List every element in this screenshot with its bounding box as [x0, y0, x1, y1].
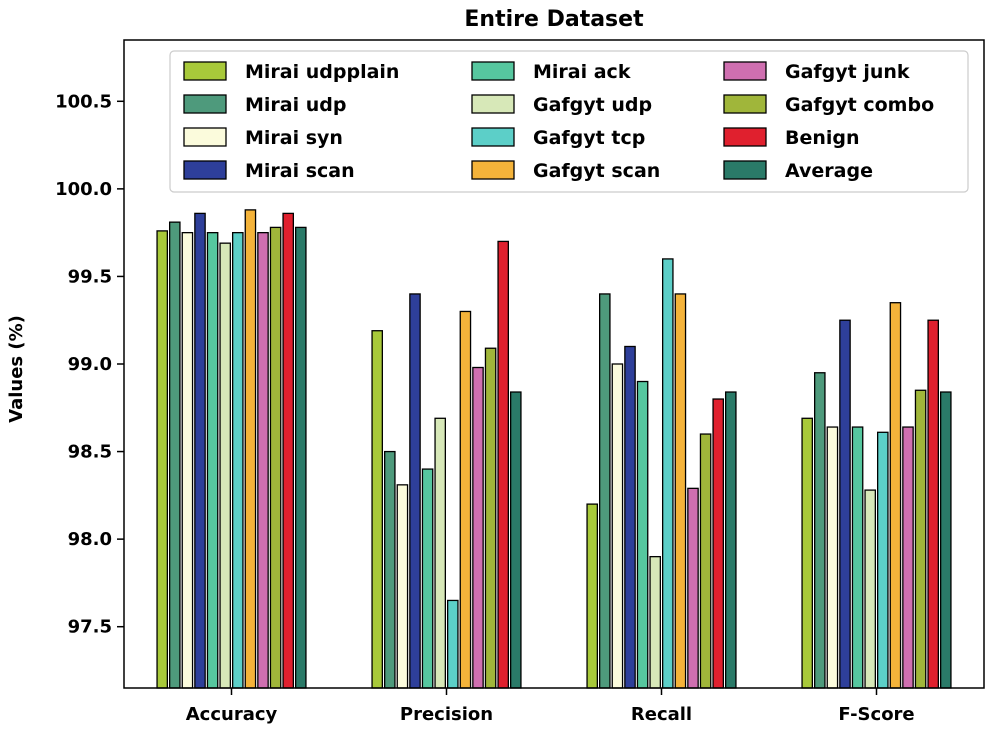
bar-gafgyt-tcp-f-score: [877, 431, 889, 689]
bar-gafgyt-udp-accuracy: [219, 242, 232, 689]
y-tick-label: 99.0: [68, 354, 112, 375]
bar-gafgyt-tcp-precision: [446, 599, 459, 689]
x-axis: Accuracy Precision Recall F-Score: [186, 688, 915, 725]
bar-gafgyt-scan-precision: [459, 310, 472, 689]
legend-swatch: [471, 61, 515, 81]
bar-gafgyt-junk-f-score: [902, 426, 914, 689]
x-tick-label: Accuracy: [186, 704, 278, 725]
bar-benign-recall: [712, 398, 724, 689]
x-tick-label: F-Score: [838, 704, 914, 725]
bar-mirai-syn-accuracy: [181, 231, 194, 689]
bar-mirai-ack-recall: [636, 380, 649, 689]
y-tick-label: 98.0: [68, 529, 112, 550]
bar-gafgyt-scan-accuracy: [244, 209, 257, 689]
bar-gafgyt-udp-recall: [649, 555, 661, 689]
bar-average-precision: [509, 391, 522, 689]
chart-title: Entire Dataset: [464, 7, 644, 32]
legend-swatch: [183, 61, 227, 81]
legend-swatch: [183, 94, 227, 114]
legend-box: [169, 50, 969, 193]
bar-mirai-udp-recall: [599, 293, 611, 689]
bars-layer: [156, 209, 952, 689]
legend-swatch: [471, 160, 515, 180]
bar-mirai-udp-f-score: [814, 372, 826, 689]
legend-label: Gafgyt scan: [533, 160, 660, 182]
x-tick-label: Precision: [400, 704, 493, 725]
y-tick-label: 100.0: [55, 179, 112, 200]
bar-mirai-syn-f-score: [826, 426, 839, 689]
bar-gafgyt-combo-recall: [699, 433, 712, 689]
y-axis-label: Values (%): [6, 315, 27, 423]
legend-swatch: [183, 127, 227, 147]
bar-mirai-scan-accuracy: [194, 212, 206, 689]
legend-label: Gafgyt combo: [785, 94, 934, 116]
y-tick-label: 97.5: [68, 617, 112, 638]
bar-mirai-udpplain-accuracy: [156, 230, 169, 689]
legend-swatch: [183, 160, 227, 180]
bar-gafgyt-combo-precision: [484, 347, 497, 689]
bar-gafgyt-combo-accuracy: [269, 226, 282, 689]
legend-label: Mirai udp: [245, 94, 346, 116]
legend: Mirai udpplain Mirai udp Mirai syn Mirai sc…: [169, 50, 969, 193]
legend-label: Gafgyt udp: [533, 94, 652, 116]
legend-label: Mirai ack: [533, 61, 631, 83]
bar-gafgyt-junk-recall: [687, 487, 699, 689]
bar-average-f-score: [940, 391, 952, 689]
legend-swatch: [723, 160, 767, 180]
bar-mirai-scan-precision: [409, 293, 421, 689]
legend-label: Mirai syn: [245, 127, 343, 149]
bar-mirai-udp-precision: [383, 450, 396, 689]
bar-gafgyt-junk-precision: [472, 366, 484, 689]
legend-label: Benign: [785, 127, 860, 149]
bar-mirai-scan-recall: [624, 345, 636, 689]
bar-mirai-scan-f-score: [839, 319, 851, 689]
legend-swatch: [723, 94, 767, 114]
bar-benign-accuracy: [282, 212, 294, 689]
bar-mirai-udpplain-recall: [586, 503, 598, 689]
y-tick-label: 98.5: [68, 442, 112, 463]
y-axis: 97.5 98.0 98.5 99.0 99.5 100.0 100.5: [55, 91, 124, 638]
legend-label: Gafgyt junk: [785, 61, 910, 83]
legend-label: Average: [785, 160, 873, 182]
bar-gafgyt-junk-accuracy: [257, 231, 269, 689]
bar-mirai-syn-precision: [396, 484, 409, 689]
legend-label: Mirai udpplain: [245, 61, 399, 83]
legend-swatch: [723, 127, 767, 147]
legend-swatch: [723, 61, 767, 81]
bar-gafgyt-tcp-accuracy: [231, 231, 244, 689]
legend-label: Mirai scan: [245, 160, 355, 182]
bar-benign-precision: [497, 240, 509, 689]
bar-mirai-ack-accuracy: [206, 231, 219, 689]
y-tick-label: 99.5: [68, 266, 112, 287]
bar-mirai-syn-recall: [611, 363, 624, 689]
x-tick-label: Recall: [631, 704, 692, 725]
bar-average-recall: [725, 391, 737, 689]
bar-mirai-udpplain-precision: [371, 330, 383, 689]
bar-gafgyt-combo-f-score: [914, 389, 927, 689]
y-tick-label: 100.5: [55, 91, 112, 112]
bar-gafgyt-scan-recall: [674, 293, 687, 689]
bar-mirai-ack-f-score: [851, 426, 864, 689]
legend-label: Gafgyt tcp: [533, 127, 645, 149]
legend-swatch: [471, 94, 515, 114]
legend-swatch: [471, 127, 515, 147]
bar-gafgyt-udp-precision: [434, 417, 446, 689]
bar-mirai-ack-precision: [421, 468, 434, 689]
bar-mirai-udpplain-f-score: [801, 417, 813, 689]
bar-benign-f-score: [927, 319, 939, 689]
bar-gafgyt-scan-f-score: [889, 302, 902, 689]
bar-gafgyt-tcp-recall: [662, 258, 674, 689]
bar-average-accuracy: [294, 226, 307, 689]
bar-mirai-udp-accuracy: [168, 221, 181, 689]
bar-gafgyt-udp-f-score: [864, 489, 876, 689]
